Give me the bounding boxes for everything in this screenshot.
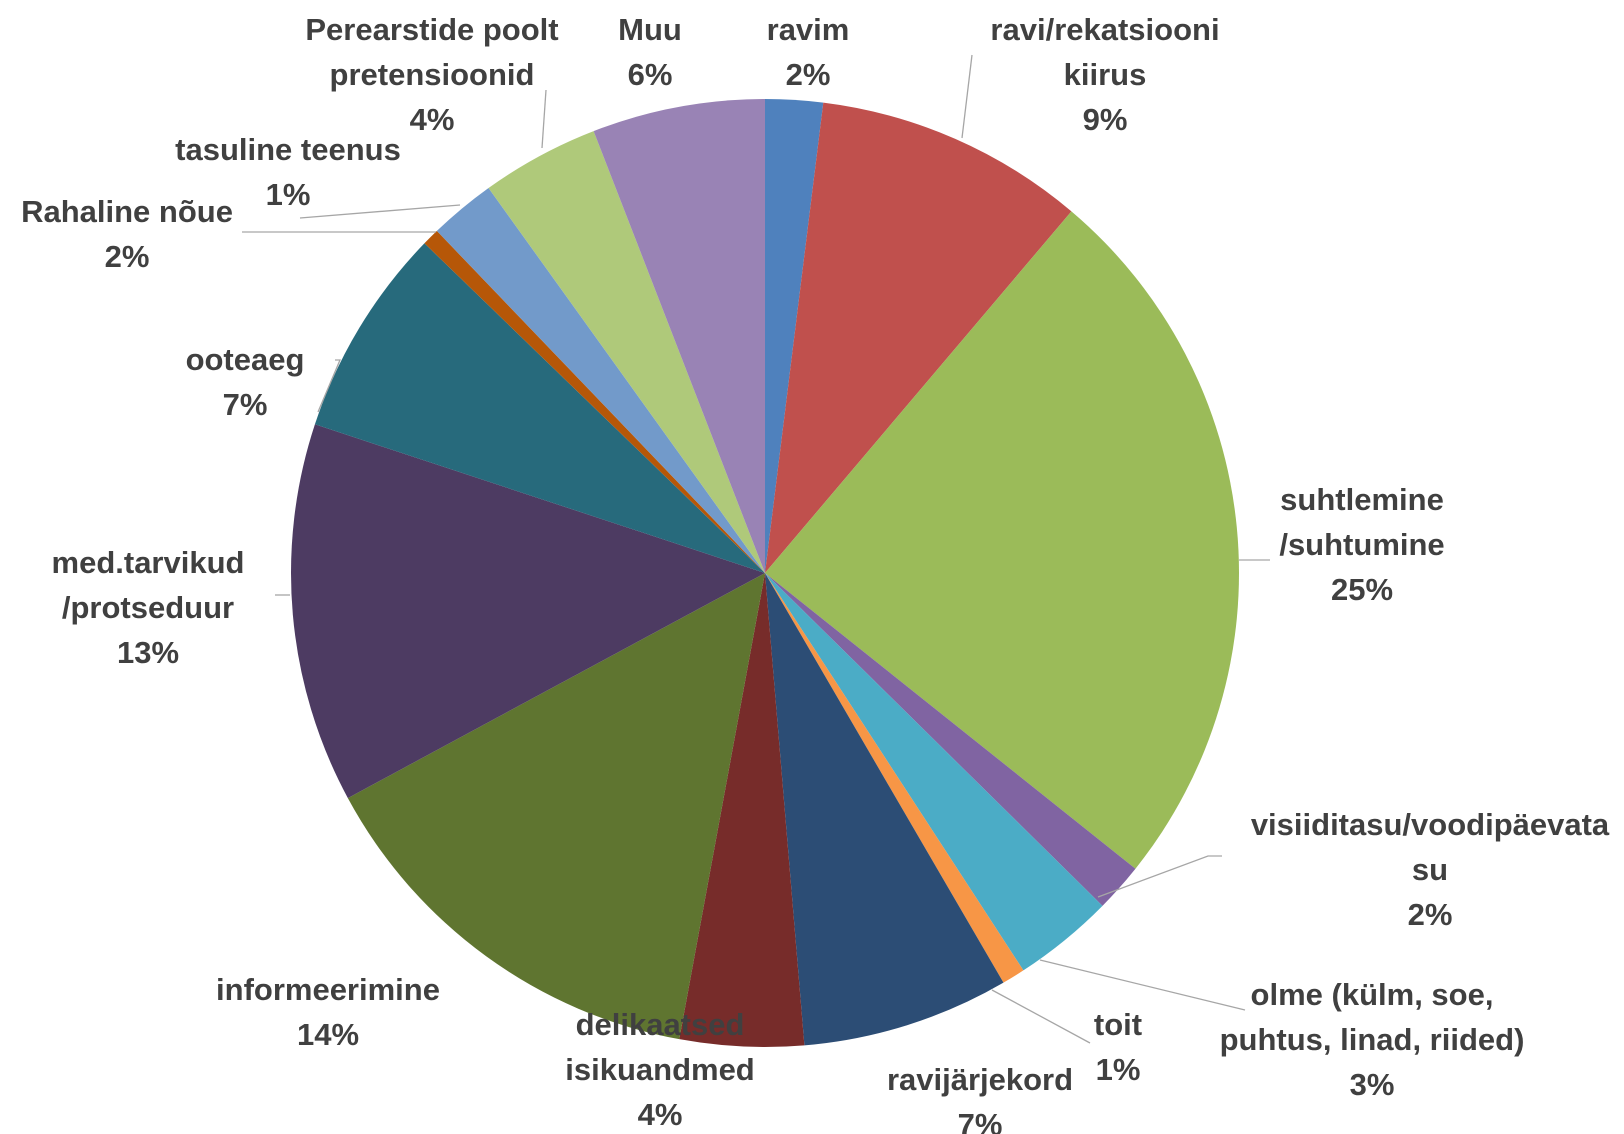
pie-slice-5 — [765, 573, 1103, 971]
data-label-name: visiiditasu/voodipäevata — [1251, 807, 1610, 842]
pie-slice-15 — [593, 99, 765, 573]
data-label-percent: 13% — [117, 635, 179, 670]
pie-slice-3 — [765, 211, 1240, 869]
data-label-9: informeerimine 14% — [216, 972, 440, 1052]
data-label-percent: 2% — [1408, 897, 1453, 932]
pie-slice-10 — [291, 424, 765, 799]
data-label-percent: 6% — [628, 57, 673, 92]
data-label-name: puhtus, linad, riided) — [1220, 1022, 1525, 1057]
data-label-name: pretensioonid — [330, 57, 535, 92]
data-label-4: visiiditasu/voodipäevata su 2% — [1251, 807, 1610, 932]
data-label-percent: 7% — [958, 1107, 1003, 1134]
pie-slice-8 — [679, 573, 805, 1048]
pie-slice-12 — [424, 230, 765, 573]
data-label-8: delikaatsed isikuandmed 4% — [565, 1007, 755, 1132]
pie-slice-14 — [488, 131, 765, 573]
pie-slice-7 — [765, 573, 1004, 1046]
data-label-percent: 9% — [1083, 102, 1128, 137]
data-label-13: tasuline teenus 1% — [175, 132, 401, 212]
data-label-name: ooteaeg — [186, 342, 305, 377]
pie-slices — [291, 99, 1240, 1048]
data-label-name: Muu — [618, 12, 682, 47]
pie-slice-13 — [436, 187, 765, 574]
data-label-name: informeerimine — [216, 972, 440, 1007]
data-label-percent: 7% — [223, 387, 268, 422]
data-label-14: Perearstide poolt pretensioonid 4% — [305, 12, 558, 137]
pie-slice-1 — [765, 99, 824, 573]
leader-lines — [242, 54, 1270, 1044]
data-label-name: med.tarvikud — [52, 545, 245, 580]
data-labels: ravim 2% ravi/rekatsiooni kiirus 9% suhtlemin… — [21, 12, 1610, 1134]
data-label-name: Perearstide poolt — [305, 12, 558, 47]
pie-slice-11 — [314, 243, 765, 574]
data-label-1: ravim 2% — [767, 12, 850, 92]
leader-line-5 — [1039, 959, 1246, 1011]
data-label-percent: 1% — [266, 177, 311, 212]
data-label-name: olme (külm, soe, — [1251, 977, 1494, 1012]
pie-slice-6 — [765, 573, 1024, 983]
data-label-name: isikuandmed — [565, 1052, 755, 1087]
leader-line-2 — [961, 54, 973, 139]
pie-slice-2 — [765, 102, 1072, 573]
leader-line-6 — [991, 989, 1091, 1044]
data-label-percent: 25% — [1331, 572, 1393, 607]
leader-line-4 — [1097, 855, 1222, 898]
leader-line-13 — [299, 204, 461, 219]
data-label-percent: 4% — [638, 1097, 683, 1132]
data-label-15: Muu 6% — [618, 12, 682, 92]
leader-line-14 — [541, 89, 547, 149]
data-label-percent: 14% — [297, 1017, 359, 1052]
data-label-name: delikaatsed — [576, 1007, 745, 1042]
data-label-name: tasuline teenus — [175, 132, 401, 167]
data-label-percent: 2% — [786, 57, 831, 92]
data-label-name: su — [1412, 852, 1448, 887]
data-label-5: olme (külm, soe, puhtus, linad, riided) 3% — [1220, 977, 1525, 1102]
data-label-percent: 2% — [105, 239, 150, 274]
data-label-name: suhtlemine — [1280, 482, 1444, 517]
data-label-6: toit 1% — [1094, 1007, 1142, 1087]
data-label-name: kiirus — [1064, 57, 1147, 92]
pie-slice-9 — [347, 573, 765, 1040]
data-label-name: Rahaline nõue — [21, 194, 233, 229]
data-label-7: ravijärjekord 7% — [887, 1062, 1073, 1134]
data-label-percent: 3% — [1350, 1067, 1395, 1102]
leader-line-11 — [317, 359, 341, 413]
data-label-name: toit — [1094, 1007, 1142, 1042]
data-label-percent: 4% — [410, 102, 455, 137]
data-label-name: ravim — [767, 12, 850, 47]
data-label-percent: 1% — [1096, 1052, 1141, 1087]
data-label-10: med.tarvikud/protseduur 13% — [52, 545, 245, 670]
pie-slice-4 — [765, 573, 1136, 906]
data-label-12: Rahaline nõue 2% — [21, 194, 233, 274]
data-label-11: ooteaeg 7% — [186, 342, 305, 422]
data-label-name: ravijärjekord — [887, 1062, 1073, 1097]
data-label-name: ravi/rekatsiooni — [990, 12, 1219, 47]
data-label-2: ravi/rekatsiooni kiirus 9% — [990, 12, 1219, 137]
data-label-name: /suhtumine — [1279, 527, 1444, 562]
data-label-name: /protseduur — [62, 590, 234, 625]
data-label-3: suhtlemine/suhtumine 25% — [1279, 482, 1444, 607]
